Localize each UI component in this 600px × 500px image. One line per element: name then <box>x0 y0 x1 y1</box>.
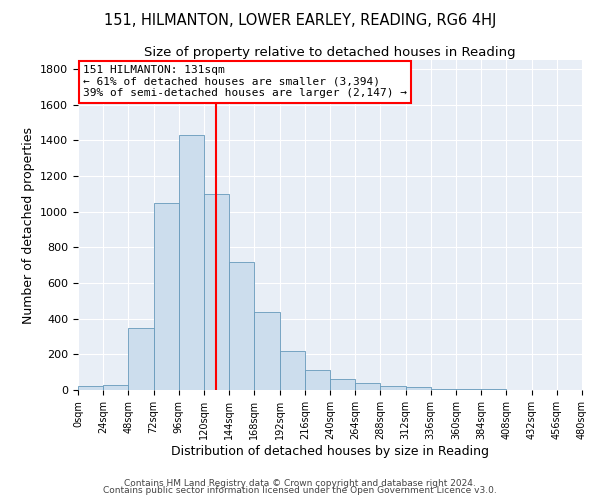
X-axis label: Distribution of detached houses by size in Reading: Distribution of detached houses by size … <box>171 444 489 458</box>
Bar <box>305 370 330 390</box>
Bar <box>154 202 179 390</box>
Text: 151, HILMANTON, LOWER EARLEY, READING, RG6 4HJ: 151, HILMANTON, LOWER EARLEY, READING, R… <box>104 12 496 28</box>
Bar <box>128 328 154 390</box>
Bar <box>406 388 431 390</box>
Bar <box>78 386 103 390</box>
Text: 151 HILMANTON: 131sqm
← 61% of detached houses are smaller (3,394)
39% of semi-d: 151 HILMANTON: 131sqm ← 61% of detached … <box>83 65 407 98</box>
Y-axis label: Number of detached properties: Number of detached properties <box>22 126 35 324</box>
Bar <box>330 380 355 390</box>
Title: Size of property relative to detached houses in Reading: Size of property relative to detached ho… <box>144 46 516 59</box>
Bar <box>380 386 406 390</box>
Bar <box>355 383 380 390</box>
Text: Contains HM Land Registry data © Crown copyright and database right 2024.: Contains HM Land Registry data © Crown c… <box>124 478 476 488</box>
Bar <box>254 312 280 390</box>
Bar <box>280 351 305 390</box>
Bar <box>204 194 229 390</box>
Bar <box>456 389 481 390</box>
Bar <box>179 135 204 390</box>
Bar <box>431 388 456 390</box>
Text: Contains public sector information licensed under the Open Government Licence v3: Contains public sector information licen… <box>103 486 497 495</box>
Bar <box>229 262 254 390</box>
Bar <box>103 384 128 390</box>
